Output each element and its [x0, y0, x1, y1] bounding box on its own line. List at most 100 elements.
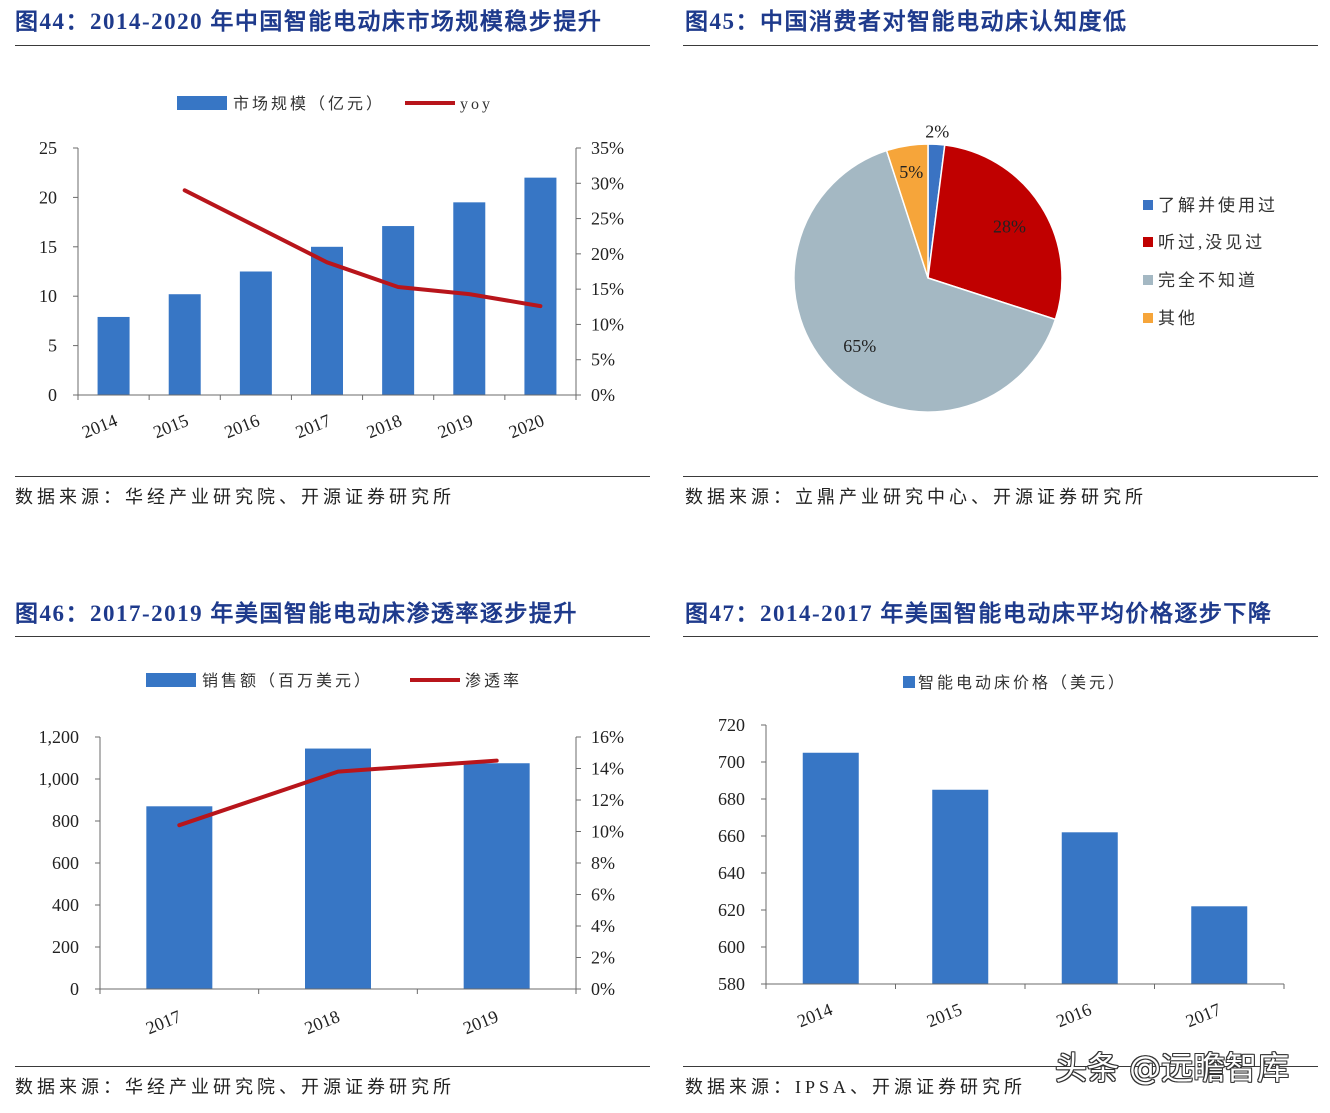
- bar-2016: [1061, 832, 1118, 984]
- figure-chart-3: 0 200 400 600 800 1,000 1,200 0% 2% 4% 6% 8% 10% 12% 1…: [39, 672, 625, 1038]
- y2-tick-label: 12%: [591, 790, 624, 810]
- bar-2016: [239, 271, 272, 395]
- y2-tick-label: 6%: [591, 885, 615, 905]
- y-tick-label: 680: [718, 789, 745, 809]
- y-tick-label: 25: [39, 138, 57, 158]
- legend-label: 听过,没见过: [1158, 233, 1265, 252]
- y-tick-label: 600: [718, 937, 745, 957]
- figure-47-source: 数据来源：IPSA、开源证券研究所: [685, 1077, 1027, 1097]
- legend-label: yoy: [460, 96, 493, 113]
- bar-2019: [453, 202, 486, 395]
- legend-swatch-bar: [903, 676, 915, 688]
- y2-tick-label: 25%: [591, 209, 624, 229]
- y-tick-label: 1,000: [39, 769, 80, 789]
- x-tick-label: 2019: [460, 1006, 501, 1038]
- legend-swatch: [1143, 313, 1153, 323]
- x-tick-label: 2016: [221, 410, 262, 442]
- figure-44-source: 数据来源：华经产业研究院、开源证券研究所: [15, 487, 455, 507]
- x-tick-label: 2017: [1183, 999, 1224, 1031]
- y2-tick-label: 30%: [591, 173, 624, 193]
- y-tick-label: 10: [39, 286, 57, 306]
- pie-slice-2: [927, 144, 1063, 321]
- x-tick-label: 2020: [506, 410, 547, 442]
- bar-2017: [146, 806, 213, 989]
- bar-2018: [305, 748, 371, 989]
- x-tick-label: 2017: [143, 1006, 184, 1038]
- y2-tick-label: 10%: [591, 822, 624, 842]
- bar-2015: [932, 789, 989, 984]
- legend-label: 了解并使用过: [1158, 195, 1278, 215]
- figure-44-source-rule: [15, 476, 650, 477]
- y-tick-label: 660: [718, 826, 745, 846]
- y2-tick-label: 2%: [591, 948, 615, 968]
- y2-tick-label: 4%: [591, 916, 615, 936]
- y-tick-label: 15: [39, 237, 57, 257]
- y2-tick-label: 8%: [591, 853, 615, 873]
- bar-2018: [382, 226, 415, 395]
- legend-swatch: [1143, 200, 1153, 210]
- bar-2014: [97, 316, 130, 395]
- line-series: [177, 758, 499, 828]
- y2-tick-label: 0%: [591, 385, 615, 405]
- y2-tick-label: 10%: [591, 314, 624, 334]
- bar-2017: [311, 246, 343, 395]
- watermark: 头条 @远瞻智库: [1055, 1049, 1290, 1087]
- figure-chart-2: 2% 了解并使用过 28% 听过,没见过 65% 完全不知道 5% 其他: [793, 121, 1278, 413]
- figure-chart-4: 580 600 620 640 660 680 700 720 2014 2015 2016 2017…: [718, 674, 1285, 1031]
- pie-label: 65%: [843, 336, 876, 356]
- x-tick-label: 2014: [79, 410, 120, 442]
- y-tick-label: 800: [52, 811, 79, 831]
- legend-label: 市场规模（亿元）: [233, 95, 385, 113]
- pie-slice-3: [793, 149, 1057, 413]
- figure-46-title: 图46：2017-2019 年美国智能电动床渗透率逐步提升: [15, 601, 578, 626]
- x-tick-label: 2019: [435, 410, 476, 442]
- figure-47-title-rule: [683, 636, 1318, 637]
- x-tick-label: 2018: [302, 1006, 343, 1038]
- figure-45-source-rule: [683, 476, 1318, 477]
- legend-swatch: [1143, 275, 1153, 285]
- y-tick-label: 5: [48, 336, 57, 356]
- legend-swatch-bar: [177, 96, 227, 110]
- figure-46-source-rule: [15, 1066, 650, 1067]
- legend-label: 渗透率: [465, 672, 522, 690]
- legend-label: 完全不知道: [1158, 271, 1258, 290]
- y-tick-label: 20: [39, 187, 57, 207]
- legend-swatch-bar: [146, 673, 196, 687]
- x-tick-label: 2015: [150, 410, 191, 442]
- pie-slice-4: [885, 143, 929, 279]
- legend-swatch: [1143, 237, 1153, 247]
- y-tick-label: 720: [718, 715, 745, 735]
- y-tick-label: 700: [718, 752, 745, 772]
- bar-2019: [463, 763, 530, 989]
- y-tick-label: 200: [52, 937, 79, 957]
- line-series: [182, 188, 543, 309]
- x-tick-label: 2016: [1053, 999, 1094, 1031]
- figure-44-title: 图44：2014-2020 年中国智能电动床市场规模稳步提升: [15, 9, 603, 34]
- pie-label: 28%: [993, 216, 1026, 236]
- y-tick-label: 580: [718, 974, 745, 994]
- y2-tick-label: 5%: [591, 350, 615, 370]
- y2-tick-label: 20%: [591, 244, 624, 264]
- y-tick-label: 0: [70, 979, 79, 999]
- bar-2015: [168, 294, 201, 395]
- x-tick-label: 2014: [794, 999, 835, 1031]
- x-tick-label: 2017: [293, 410, 334, 442]
- figure-47-source-rule: [683, 1066, 1318, 1067]
- y-tick-label: 600: [52, 853, 79, 873]
- legend-label: 销售额（百万美元）: [202, 672, 373, 690]
- y2-tick-label: 16%: [591, 727, 624, 747]
- y2-tick-label: 14%: [591, 759, 624, 779]
- y2-tick-label: 35%: [591, 138, 624, 158]
- pie-label: 2%: [925, 121, 949, 141]
- figure-46-source: 数据来源：华经产业研究院、开源证券研究所: [15, 1077, 455, 1097]
- figure-47-title: 图47：2014-2017 年美国智能电动床平均价格逐步下降: [685, 601, 1273, 626]
- x-tick-label: 2018: [364, 410, 405, 442]
- y-tick-label: 0: [48, 385, 57, 405]
- y-tick-label: 400: [52, 895, 79, 915]
- y2-tick-label: 0%: [591, 979, 615, 999]
- legend-label: 其他: [1158, 309, 1198, 328]
- figure-46-title-rule: [15, 636, 650, 637]
- figure-45-title-rule: [683, 45, 1318, 46]
